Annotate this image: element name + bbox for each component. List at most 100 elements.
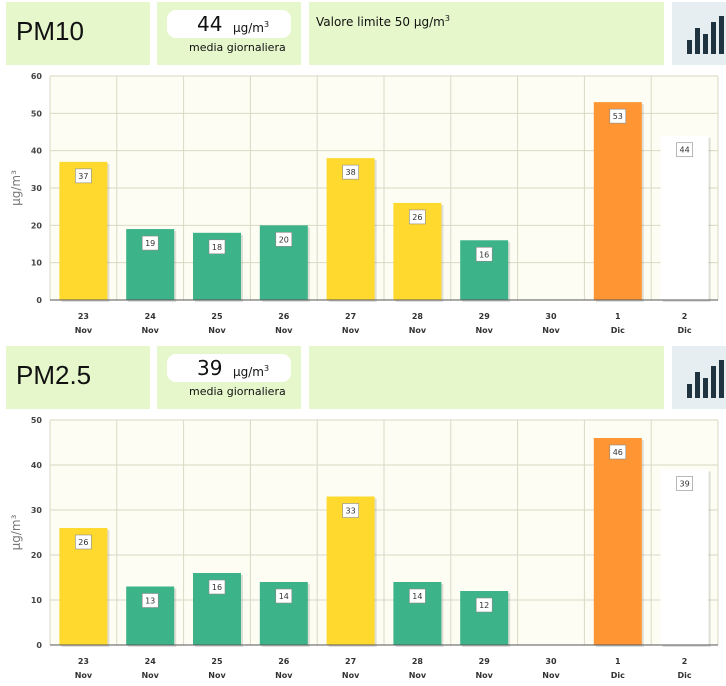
x-tick-label-month: Nov	[409, 326, 427, 335]
x-tick-label-month: Nov	[542, 326, 560, 335]
data-label: 33	[346, 507, 356, 516]
x-tick-label-month: Nov	[208, 326, 226, 335]
chart-toggle-button[interactable]	[672, 2, 726, 65]
data-label-box	[208, 579, 226, 595]
chart-toggle-button[interactable]	[672, 346, 726, 409]
x-tick-label-day: 25	[211, 312, 223, 321]
x-tick-label-month: Nov	[475, 671, 493, 680]
data-label: 53	[613, 112, 623, 121]
data-label-box	[609, 108, 627, 124]
data-label: 16	[479, 250, 489, 259]
y-tick-label: 40	[31, 147, 43, 156]
x-tick-label-month: Nov	[208, 671, 226, 680]
x-tick-label-month: Nov	[75, 326, 93, 335]
bar	[326, 496, 375, 645]
pollutant-title-box: PM10	[6, 2, 150, 65]
daily-average-pill: 44 µg/m3	[167, 10, 291, 38]
x-tick-label-day: 23	[78, 657, 89, 666]
data-label: 46	[613, 448, 623, 457]
y-tick-label: 0	[36, 296, 42, 305]
daily-average-box: 39 µg/m3 media giornaliera	[157, 346, 301, 409]
data-label-box	[609, 444, 627, 460]
data-label-box	[475, 597, 493, 613]
data-label: 44	[680, 146, 690, 155]
x-tick-label-day: 23	[78, 312, 89, 321]
bar	[326, 158, 375, 300]
y-tick-label: 20	[31, 551, 43, 560]
x-tick-label-day: 29	[479, 657, 491, 666]
daily-average-unit: µg/m3	[233, 20, 270, 35]
x-tick-label-month: Nov	[342, 671, 360, 680]
pm25-chart: 0 10 20 30 40 50 µg/m³ 26 23 Nov 13 24 Nov 16 25 Nov 14 2…	[9, 416, 719, 680]
x-tick-label-month: Dic	[611, 671, 625, 680]
x-tick-label-month: Nov	[141, 671, 159, 680]
x-tick-label-day: 27	[345, 657, 356, 666]
y-axis-label: µg/m³	[9, 514, 23, 550]
data-label-box	[275, 588, 293, 604]
data-label: 26	[78, 538, 88, 547]
x-tick-label-day: 26	[278, 312, 290, 321]
data-label-box	[208, 239, 226, 255]
x-tick-label-day: 24	[145, 657, 157, 666]
x-tick-label-day: 2	[682, 312, 688, 321]
x-tick-label-day: 30	[545, 657, 557, 666]
bar	[660, 135, 709, 300]
data-label-box	[342, 164, 359, 180]
x-tick-label-day: 28	[412, 657, 424, 666]
y-tick-label: 10	[31, 596, 43, 605]
y-tick-label: 60	[31, 72, 43, 81]
data-label-box	[141, 235, 159, 251]
daily-average-label: media giornaliera	[189, 385, 286, 398]
x-tick-label-month: Dic	[678, 671, 692, 680]
data-label: 13	[145, 597, 155, 606]
x-tick-label-month: Dic	[678, 326, 692, 335]
data-label-box	[409, 209, 426, 225]
data-label-box	[141, 593, 159, 608]
x-tick-label-day: 26	[278, 657, 290, 666]
data-label: 16	[212, 583, 222, 592]
bar-chart-icon	[687, 360, 724, 398]
x-tick-label-day: 1	[615, 657, 621, 666]
daily-average-label: media giornaliera	[189, 41, 286, 54]
data-label: 38	[346, 168, 356, 177]
pm10-chart: 0 10 20 30 40 50 60 µg/m³ 37 23 Nov 19 24 Nov 18 25 Nov 2…	[9, 72, 719, 335]
data-label-box	[409, 588, 426, 604]
data-label-box	[676, 142, 693, 158]
x-tick-label-month: Nov	[275, 326, 293, 335]
y-tick-label: 30	[31, 184, 43, 193]
bar	[593, 438, 642, 645]
data-label: 19	[145, 239, 155, 248]
data-label-box	[475, 246, 493, 262]
data-label-box	[275, 232, 293, 247]
y-tick-label: 50	[31, 416, 43, 425]
data-label-box	[342, 503, 359, 518]
data-label: 12	[479, 601, 489, 610]
x-tick-label-day: 24	[145, 312, 157, 321]
limit-value-text: Valore limite 50 µg/m3	[316, 14, 450, 29]
data-label: 37	[78, 172, 88, 181]
x-tick-label-month: Nov	[475, 326, 493, 335]
x-tick-label-month: Dic	[611, 326, 625, 335]
data-label: 14	[279, 592, 289, 601]
daily-average-unit: µg/m3	[233, 364, 270, 379]
data-label-box	[75, 168, 92, 184]
pollutant-title: PM2.5	[16, 360, 92, 390]
pollutant-title: PM10	[16, 16, 84, 46]
y-tick-label: 10	[31, 259, 43, 268]
daily-average-value: 39	[197, 356, 223, 380]
daily-average-box: 44 µg/m3 media giornaliera	[157, 2, 301, 65]
x-tick-label-day: 28	[412, 312, 424, 321]
x-tick-label-day: 1	[615, 312, 621, 321]
bar	[660, 469, 709, 645]
x-tick-label-day: 25	[211, 657, 223, 666]
daily-average-pill: 39 µg/m3	[167, 354, 291, 382]
y-tick-label: 50	[31, 109, 43, 118]
data-label: 26	[412, 213, 422, 222]
x-tick-label-day: 30	[545, 312, 557, 321]
x-tick-label-day: 2	[682, 657, 688, 666]
x-tick-label-month: Nov	[275, 671, 293, 680]
y-tick-label: 30	[31, 506, 43, 515]
limit-value-box: Valore limite 50 µg/m3	[309, 2, 664, 65]
bar-chart-icon	[687, 16, 724, 54]
limit-value-box	[309, 346, 664, 409]
